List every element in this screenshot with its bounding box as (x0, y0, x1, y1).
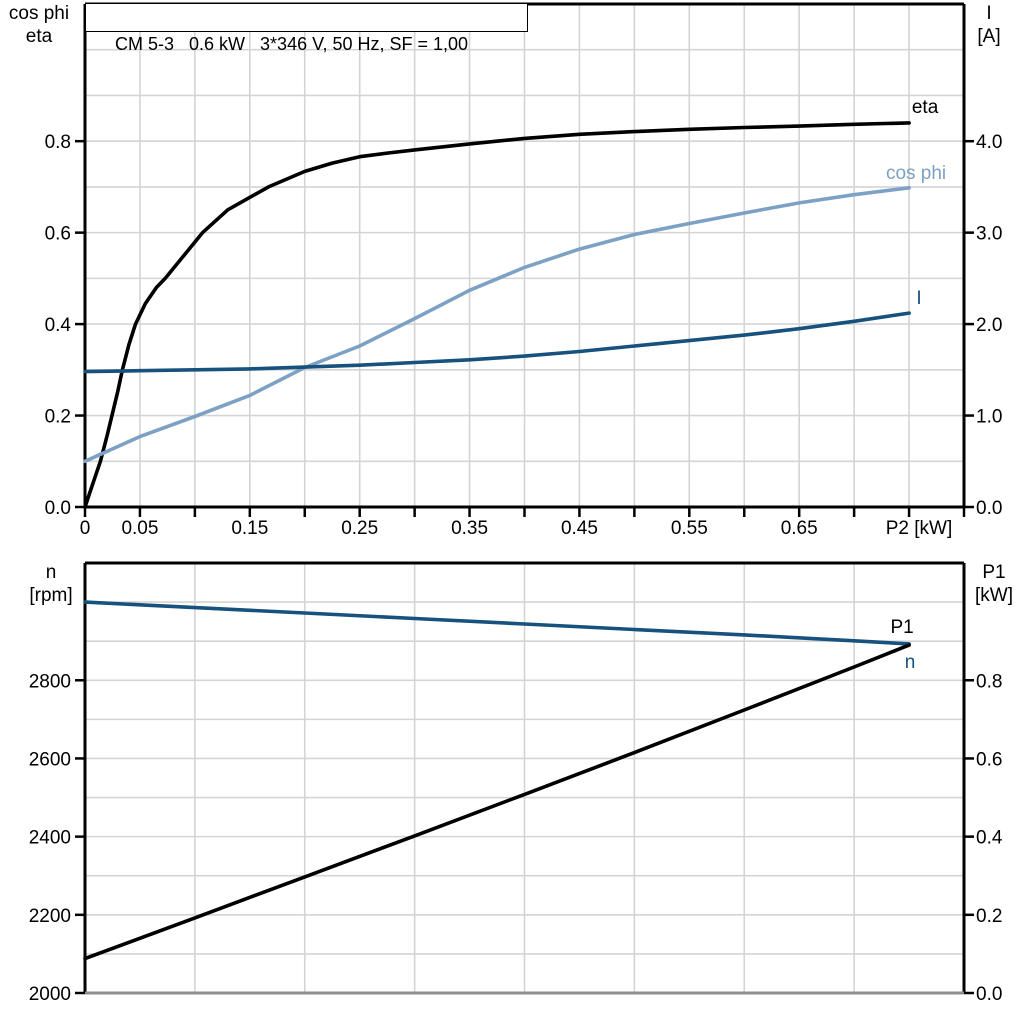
curve-label-P1: P1 (890, 617, 913, 638)
x-tick-label: 0.45 (561, 518, 598, 539)
top-right-axis-title-line2: [A] (977, 26, 1001, 47)
y-tick-label-left: 2800 (29, 671, 71, 692)
bottom-left-axis-title-line1: n (45, 562, 57, 583)
curve-label-n: n (905, 652, 916, 673)
x-tick-label: 0 (80, 518, 91, 539)
y-tick-label-right: 3.0 (976, 224, 1002, 245)
bottom-right-axis-title-line1: P1 (982, 562, 1006, 583)
y-tick-label-left: 2400 (29, 828, 71, 849)
y-tick-label-right: 0.0 (976, 984, 1002, 1005)
y-tick-label-left: 2000 (29, 984, 71, 1005)
y-tick-label-left: 0.4 (45, 315, 72, 336)
bottom-right-axis-title: P1 [kW] (964, 561, 1024, 607)
x-tick-label: 0.35 (451, 518, 488, 539)
y-tick-label-left: 0.8 (45, 132, 71, 153)
y-tick-label-right: 0.8 (976, 671, 1002, 692)
top-left-axis-title: cos phi eta (0, 2, 78, 48)
bottom-left-axis-title: n [rpm] (9, 561, 93, 607)
bottom-right-axis-title-line2: [kW] (975, 585, 1013, 606)
y-tick-label-left: 0.0 (45, 498, 71, 519)
curve-n (83, 600, 911, 646)
y-tick-label-right: 0.2 (976, 906, 1002, 927)
curve-label-eta: eta (912, 97, 939, 118)
x-tick-label: 0.15 (231, 518, 268, 539)
y-tick-label-left: 2600 (29, 749, 71, 770)
curve-label-cos-phi: cos phi (886, 163, 946, 184)
bottom-left-axis-title-line2: [rpm] (29, 585, 73, 606)
x-tick-label: 0.65 (781, 518, 818, 539)
y-tick-label-left: 0.6 (45, 224, 71, 245)
top-right-axis-title-line1: I (986, 3, 992, 24)
y-tick-label-right: 4.0 (976, 132, 1002, 153)
x-tick-label: 0.25 (341, 518, 378, 539)
y-tick-label-right: 0.6 (976, 749, 1002, 770)
curve-label-I: I (916, 288, 921, 309)
x-tick-label: 0.05 (121, 518, 158, 539)
top-left-axis-title-line2: eta (25, 26, 53, 47)
chart-title-box: CM 5-3 0.6 kW 3*346 V, 50 Hz, SF = 1,00 (85, 3, 528, 54)
y-tick-label-left: 2200 (29, 906, 71, 927)
curve-cos-phi (83, 186, 911, 464)
curve-P1 (83, 643, 911, 961)
y-tick-label-right: 0.4 (976, 828, 1003, 849)
curve-eta (83, 121, 911, 509)
x-tick-label: 0.55 (671, 518, 708, 539)
chart-title: CM 5-3 0.6 kW 3*346 V, 50 Hz, SF = 1,00 (115, 34, 469, 54)
y-tick-label-right: 1.0 (976, 407, 1002, 428)
y-tick-label-right: 0.0 (976, 498, 1002, 519)
y-tick-label-right: 2.0 (976, 315, 1002, 336)
x-axis-label: P2 [kW] (886, 518, 953, 539)
top-right-axis-title: I [A] (956, 2, 1022, 48)
y-tick-label-left: 0.2 (45, 407, 71, 428)
top-left-axis-title-line1: cos phi (8, 3, 70, 24)
curve-I (83, 311, 911, 374)
